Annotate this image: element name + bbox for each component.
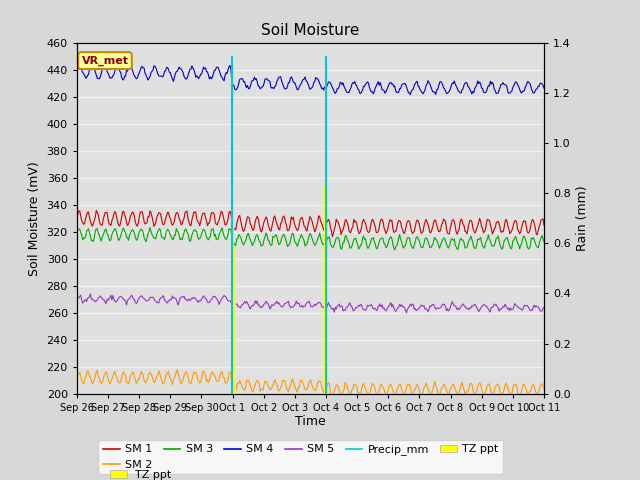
Bar — [324, 186, 327, 394]
Legend: TZ ppt: TZ ppt — [106, 465, 176, 480]
Bar — [232, 221, 234, 394]
Bar — [234, 268, 236, 394]
Bar — [232, 246, 235, 394]
X-axis label: Time: Time — [295, 415, 326, 429]
Text: VR_met: VR_met — [81, 56, 129, 66]
Legend: SM 1, SM 2, SM 3, SM 4, SM 5, Precip_mm, TZ ppt: SM 1, SM 2, SM 3, SM 4, SM 5, Precip_mm,… — [99, 440, 503, 474]
Title: Soil Moisture: Soil Moisture — [261, 23, 360, 38]
Y-axis label: Rain (mm): Rain (mm) — [577, 186, 589, 251]
Bar — [230, 186, 233, 394]
Y-axis label: Soil Moisture (mV): Soil Moisture (mV) — [28, 161, 41, 276]
